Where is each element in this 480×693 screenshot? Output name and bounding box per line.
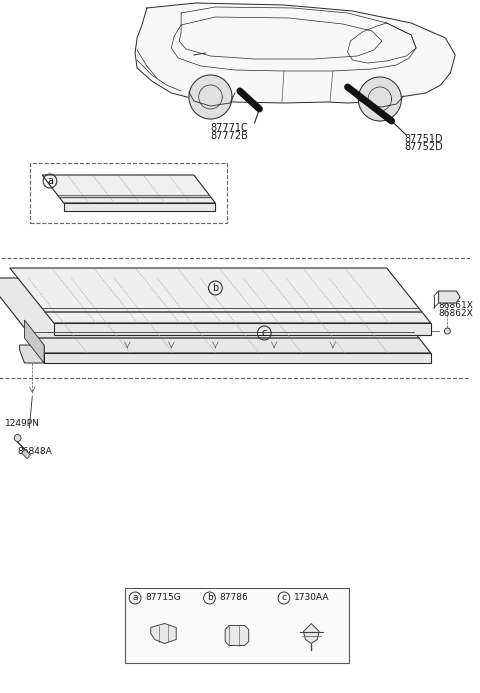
Polygon shape: [189, 75, 232, 119]
Polygon shape: [0, 278, 431, 353]
Text: 1249LG: 1249LG: [362, 328, 397, 337]
Text: 87772B: 87772B: [211, 131, 248, 141]
Text: 87715G: 87715G: [145, 593, 180, 602]
Text: 1730AA: 1730AA: [294, 593, 329, 602]
Polygon shape: [24, 320, 44, 363]
Text: a: a: [132, 593, 138, 602]
Polygon shape: [64, 203, 216, 211]
Circle shape: [14, 435, 21, 441]
Text: b: b: [206, 593, 212, 602]
Circle shape: [444, 328, 450, 334]
Polygon shape: [54, 323, 431, 335]
Text: 87786: 87786: [219, 593, 248, 602]
Bar: [30, 163, 227, 223]
Polygon shape: [151, 624, 176, 644]
Text: 1249PN: 1249PN: [5, 419, 40, 428]
Text: c: c: [262, 328, 267, 338]
Text: 87771C: 87771C: [211, 123, 248, 133]
Polygon shape: [359, 77, 401, 121]
Bar: [125, 588, 348, 663]
Text: b: b: [212, 283, 218, 293]
Bar: [22, 450, 31, 459]
Text: a: a: [47, 176, 53, 186]
Text: 86848A: 86848A: [18, 446, 52, 455]
Text: 86861X: 86861X: [439, 301, 473, 310]
Polygon shape: [10, 268, 431, 323]
Polygon shape: [303, 624, 319, 644]
Bar: [0, 258, 475, 378]
Text: 86862X: 86862X: [439, 308, 473, 317]
Text: c: c: [281, 593, 287, 602]
Text: 87752D: 87752D: [404, 142, 443, 152]
Polygon shape: [44, 353, 431, 363]
Polygon shape: [42, 175, 216, 203]
Polygon shape: [225, 626, 249, 645]
Polygon shape: [20, 345, 44, 363]
Polygon shape: [439, 291, 460, 303]
Polygon shape: [135, 3, 455, 103]
Text: 87751D: 87751D: [404, 134, 443, 144]
